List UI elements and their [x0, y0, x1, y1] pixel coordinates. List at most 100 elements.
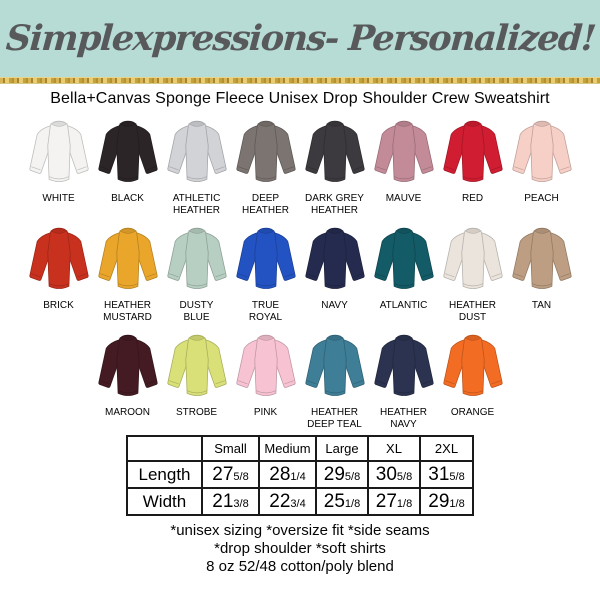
sweatshirt-icon	[166, 334, 227, 396]
size-value: 213/8	[201, 487, 260, 516]
sweatshirt-icon	[442, 334, 503, 396]
sweatshirt-icon	[235, 227, 296, 289]
color-label: BLACK	[111, 193, 144, 204]
color-swatch-peach: PEACH	[507, 111, 576, 216]
color-label: DEEP HEATHER	[241, 193, 290, 216]
product-title: Bella+Canvas Sponge Fleece Unisex Drop S…	[50, 90, 550, 107]
sweatshirt-icon	[166, 120, 227, 182]
footer-note: *drop shoulder *soft shirts	[214, 540, 386, 557]
footer-note: *unisex sizing *oversize fit *side seams	[170, 522, 430, 539]
sweatshirt-icon	[166, 227, 227, 289]
color-label: MAROON	[105, 407, 150, 418]
color-label: PEACH	[524, 193, 559, 204]
brand-banner: Simplexpressions- Personalized!	[0, 0, 600, 77]
size-value: 305/8	[367, 460, 421, 489]
color-grid: WHITE BLACK ATHLETIC HEATHER DEEP HEATHER DARK…	[0, 108, 600, 430]
color-swatch-atlantic: ATLANTIC	[369, 218, 438, 323]
size-value: 271/8	[367, 487, 421, 516]
color-label: HEATHER DEEP TEAL	[307, 407, 362, 430]
size-chart-wrap: Small Medium Large XL 2XL Length 275/8 281/4 295…	[0, 435, 600, 516]
color-swatch-brick: BRICK	[24, 218, 93, 323]
sweatshirt-icon	[304, 334, 365, 396]
color-swatch-dark-grey-heather: DARK GREY HEATHER	[300, 111, 369, 216]
color-label: HEATHER NAVY	[379, 407, 428, 430]
sweatshirt-icon	[97, 227, 158, 289]
size-column-xl: XL	[367, 435, 421, 462]
size-value: 295/8	[315, 460, 369, 489]
size-chart-header-row: Small Medium Large XL 2XL	[126, 435, 474, 462]
color-swatch-heather-mustard: HEATHER MUSTARD	[93, 218, 162, 323]
color-label: NAVY	[321, 300, 348, 311]
size-value: 275/8	[201, 460, 260, 489]
color-label: TRUE ROYAL	[248, 300, 283, 323]
size-chart: Small Medium Large XL 2XL Length 275/8 281/4 295…	[126, 435, 474, 516]
color-swatch-pink: PINK	[231, 325, 300, 430]
sweatshirt-icon	[235, 334, 296, 396]
color-swatch-strobe: STROBE	[162, 325, 231, 430]
color-label: PINK	[253, 407, 278, 418]
color-swatch-mauve: MAUVE	[369, 111, 438, 216]
size-column-small: Small	[201, 435, 260, 462]
color-swatch-heather-deep-teal: HEATHER DEEP TEAL	[300, 325, 369, 430]
sweatshirt-icon	[97, 334, 158, 396]
color-swatch-deep-heather: DEEP HEATHER	[231, 111, 300, 216]
color-label: MAUVE	[385, 193, 422, 204]
sweatshirt-icon	[28, 227, 89, 289]
color-swatch-black: BLACK	[93, 111, 162, 216]
color-label: ATHLETIC HEATHER	[172, 193, 221, 216]
color-label: DUSTY BLUE	[179, 300, 214, 323]
sweatshirt-icon	[442, 120, 503, 182]
footer-note: 8 oz 52/48 cotton/poly blend	[206, 558, 394, 575]
color-label: HEATHER MUSTARD	[103, 300, 152, 323]
size-value: 281/4	[258, 460, 317, 489]
color-swatch-heather-navy: HEATHER NAVY	[369, 325, 438, 430]
sweatshirt-icon	[373, 334, 434, 396]
color-label: HEATHER DUST	[448, 300, 497, 323]
color-swatch-tan: TAN	[507, 218, 576, 323]
size-chart-row-width: Width 213/8 223/4 251/8 271/8 291/8	[126, 487, 474, 516]
color-row: MAROON STROBE PINK HEATHER DEEP TEAL HEATHER N…	[0, 325, 600, 430]
color-swatch-navy: NAVY	[300, 218, 369, 323]
color-swatch-true-royal: TRUE ROYAL	[231, 218, 300, 323]
color-swatch-heather-dust: HEATHER DUST	[438, 218, 507, 323]
size-value: 251/8	[315, 487, 369, 516]
size-column-2xl: 2XL	[419, 435, 474, 462]
color-label: ATLANTIC	[379, 300, 428, 311]
sweatshirt-icon	[28, 120, 89, 182]
sweatshirt-icon	[511, 227, 572, 289]
size-value: 223/4	[258, 487, 317, 516]
color-swatch-white: WHITE	[24, 111, 93, 216]
color-row: BRICK HEATHER MUSTARD DUSTY BLUE TRUE ROYAL NAV…	[0, 218, 600, 323]
measure-label: Width	[126, 487, 203, 516]
size-chart-corner-cell	[126, 435, 203, 462]
color-label: WHITE	[42, 193, 75, 204]
color-label: BRICK	[43, 300, 74, 311]
sweatshirt-icon	[373, 120, 434, 182]
sweatshirt-icon	[442, 227, 503, 289]
color-label: ORANGE	[450, 407, 495, 418]
color-label: RED	[461, 193, 484, 204]
size-value: 315/8	[419, 460, 474, 489]
sweatshirt-icon	[373, 227, 434, 289]
sweatshirt-icon	[304, 227, 365, 289]
footer-notes: *unisex sizing *oversize fit *side seams…	[0, 522, 600, 576]
glitter-divider	[0, 77, 600, 84]
sweatshirt-icon	[304, 120, 365, 182]
measure-label: Length	[126, 460, 203, 489]
sweatshirt-icon	[235, 120, 296, 182]
color-label: TAN	[531, 300, 552, 311]
color-label: DARK GREY HEATHER	[305, 193, 364, 216]
size-value: 291/8	[419, 487, 474, 516]
color-swatch-maroon: MAROON	[93, 325, 162, 430]
color-swatch-red: RED	[438, 111, 507, 216]
size-column-large: Large	[315, 435, 369, 462]
color-swatch-orange: ORANGE	[438, 325, 507, 430]
size-column-medium: Medium	[258, 435, 317, 462]
brand-title: Simplexpressions- Personalized!	[4, 18, 596, 59]
size-chart-row-length: Length 275/8 281/4 295/8 305/8 315/8	[126, 460, 474, 489]
color-swatch-athletic-heather: ATHLETIC HEATHER	[162, 111, 231, 216]
sweatshirt-icon	[511, 120, 572, 182]
color-swatch-dusty-blue: DUSTY BLUE	[162, 218, 231, 323]
sweatshirt-icon	[97, 120, 158, 182]
